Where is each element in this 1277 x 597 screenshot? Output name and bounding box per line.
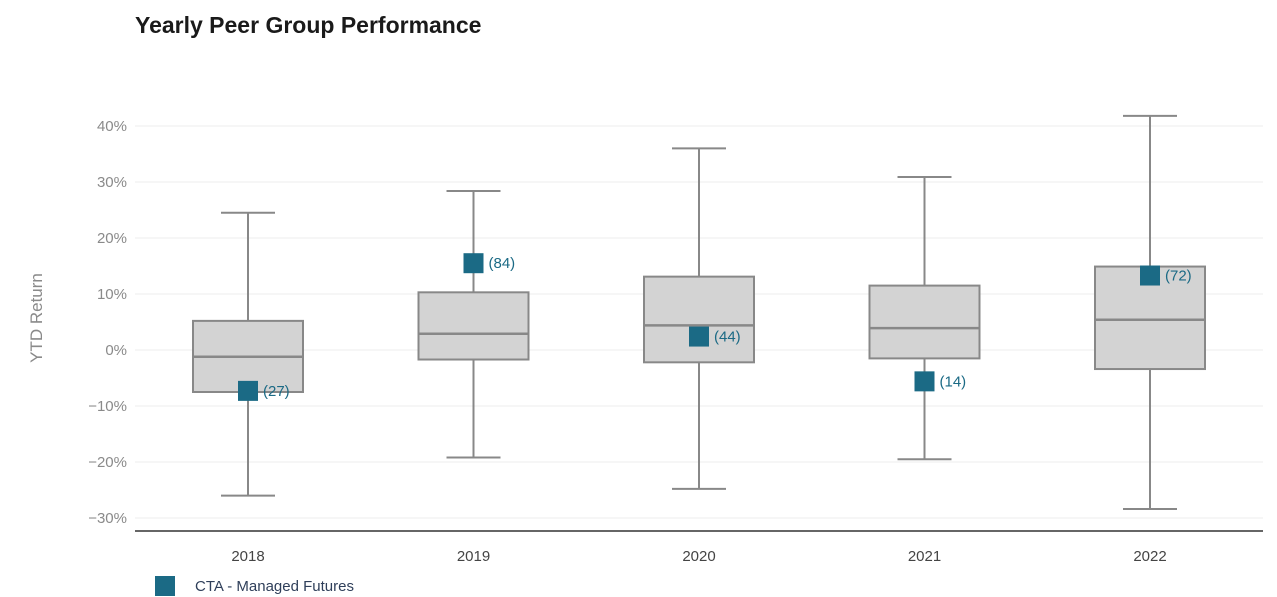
x-tick-label: 2018 [231,548,264,565]
marker-2019 [463,253,484,274]
legend-swatch [155,576,175,596]
rank-label: (72) [1165,268,1192,285]
y-axis-label: YTD Return [27,273,46,363]
y-tick-label: 20% [97,230,127,247]
box-iqr [643,275,755,364]
box-2020 [643,147,755,490]
boxes [192,114,1206,511]
x-tick-label: 2020 [682,548,715,565]
rank-label: (27) [263,383,290,400]
marker-2020 [689,326,709,347]
rank-label: (84) [489,255,516,272]
y-tick-label: 0% [105,342,127,359]
y-tick-label: 40% [97,118,127,135]
box-2018 [192,211,304,497]
x-tick-label: 2021 [908,548,941,565]
marker-2021 [914,371,935,392]
y-tick-label: 10% [97,286,127,303]
chart-title: Yearly Peer Group Performance [135,12,482,38]
rank-label: (14) [940,373,967,390]
box-2021 [868,175,981,461]
y-tick-label: −10% [88,398,127,415]
marker-2022 [1140,265,1160,286]
y-axis-ticks: −30% −20% −10% 0% 10% 20% 30% 40% [88,118,127,527]
y-tick-label: 30% [97,174,127,191]
rank-label: (44) [714,329,741,346]
box-iqr [417,291,530,361]
box-2019 [417,189,530,459]
legend-label: CTA - Managed Futures [195,577,354,595]
box-2022 [1094,114,1206,511]
y-tick-label: −20% [88,454,127,471]
box-iqr [868,284,981,360]
legend: CTA - Managed Futures [155,576,354,596]
series-markers: (27) (84) (44) (14) (72) [238,253,1192,401]
x-axis-ticks: 2018 2019 2020 2021 2022 [231,548,1166,565]
x-tick-label: 2022 [1133,548,1166,565]
y-tick-label: −30% [88,510,127,527]
marker-2018 [238,380,258,401]
x-tick-label: 2019 [457,548,490,565]
